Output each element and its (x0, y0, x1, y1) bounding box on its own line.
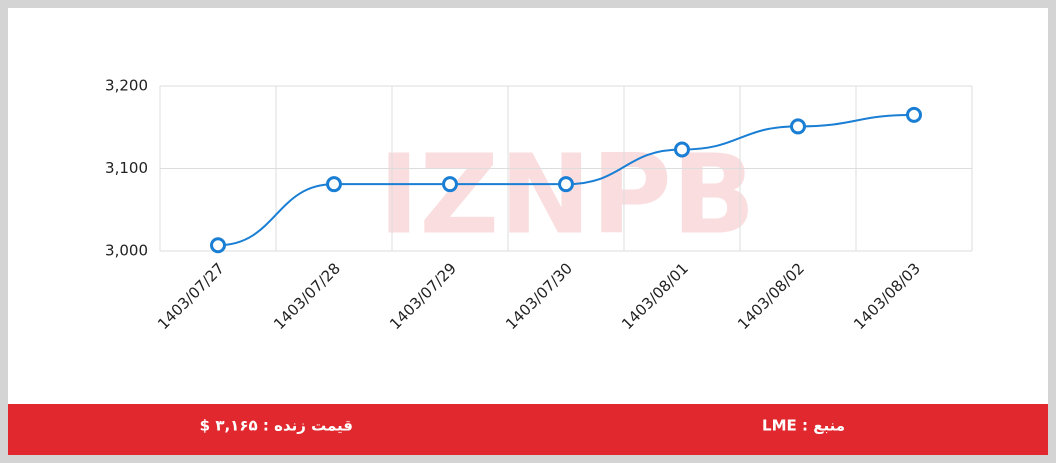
point (442, 176, 458, 193)
panel (8, 8, 1048, 404)
footer-bar (8, 404, 1048, 455)
y-tick-label: 3,200 (105, 77, 148, 95)
point (674, 141, 690, 158)
point (790, 118, 806, 135)
y-tick-label: 3,000 (105, 242, 148, 260)
source: منبع : LME (762, 417, 845, 435)
live-price: قیمت زنده : ۳,۱۶۵ $ (200, 417, 353, 435)
point (210, 237, 226, 254)
watermark: IZNPB (378, 130, 755, 258)
point (558, 176, 574, 193)
point (326, 176, 342, 193)
y-tick-label: 3,100 (105, 159, 148, 177)
point (906, 106, 922, 123)
